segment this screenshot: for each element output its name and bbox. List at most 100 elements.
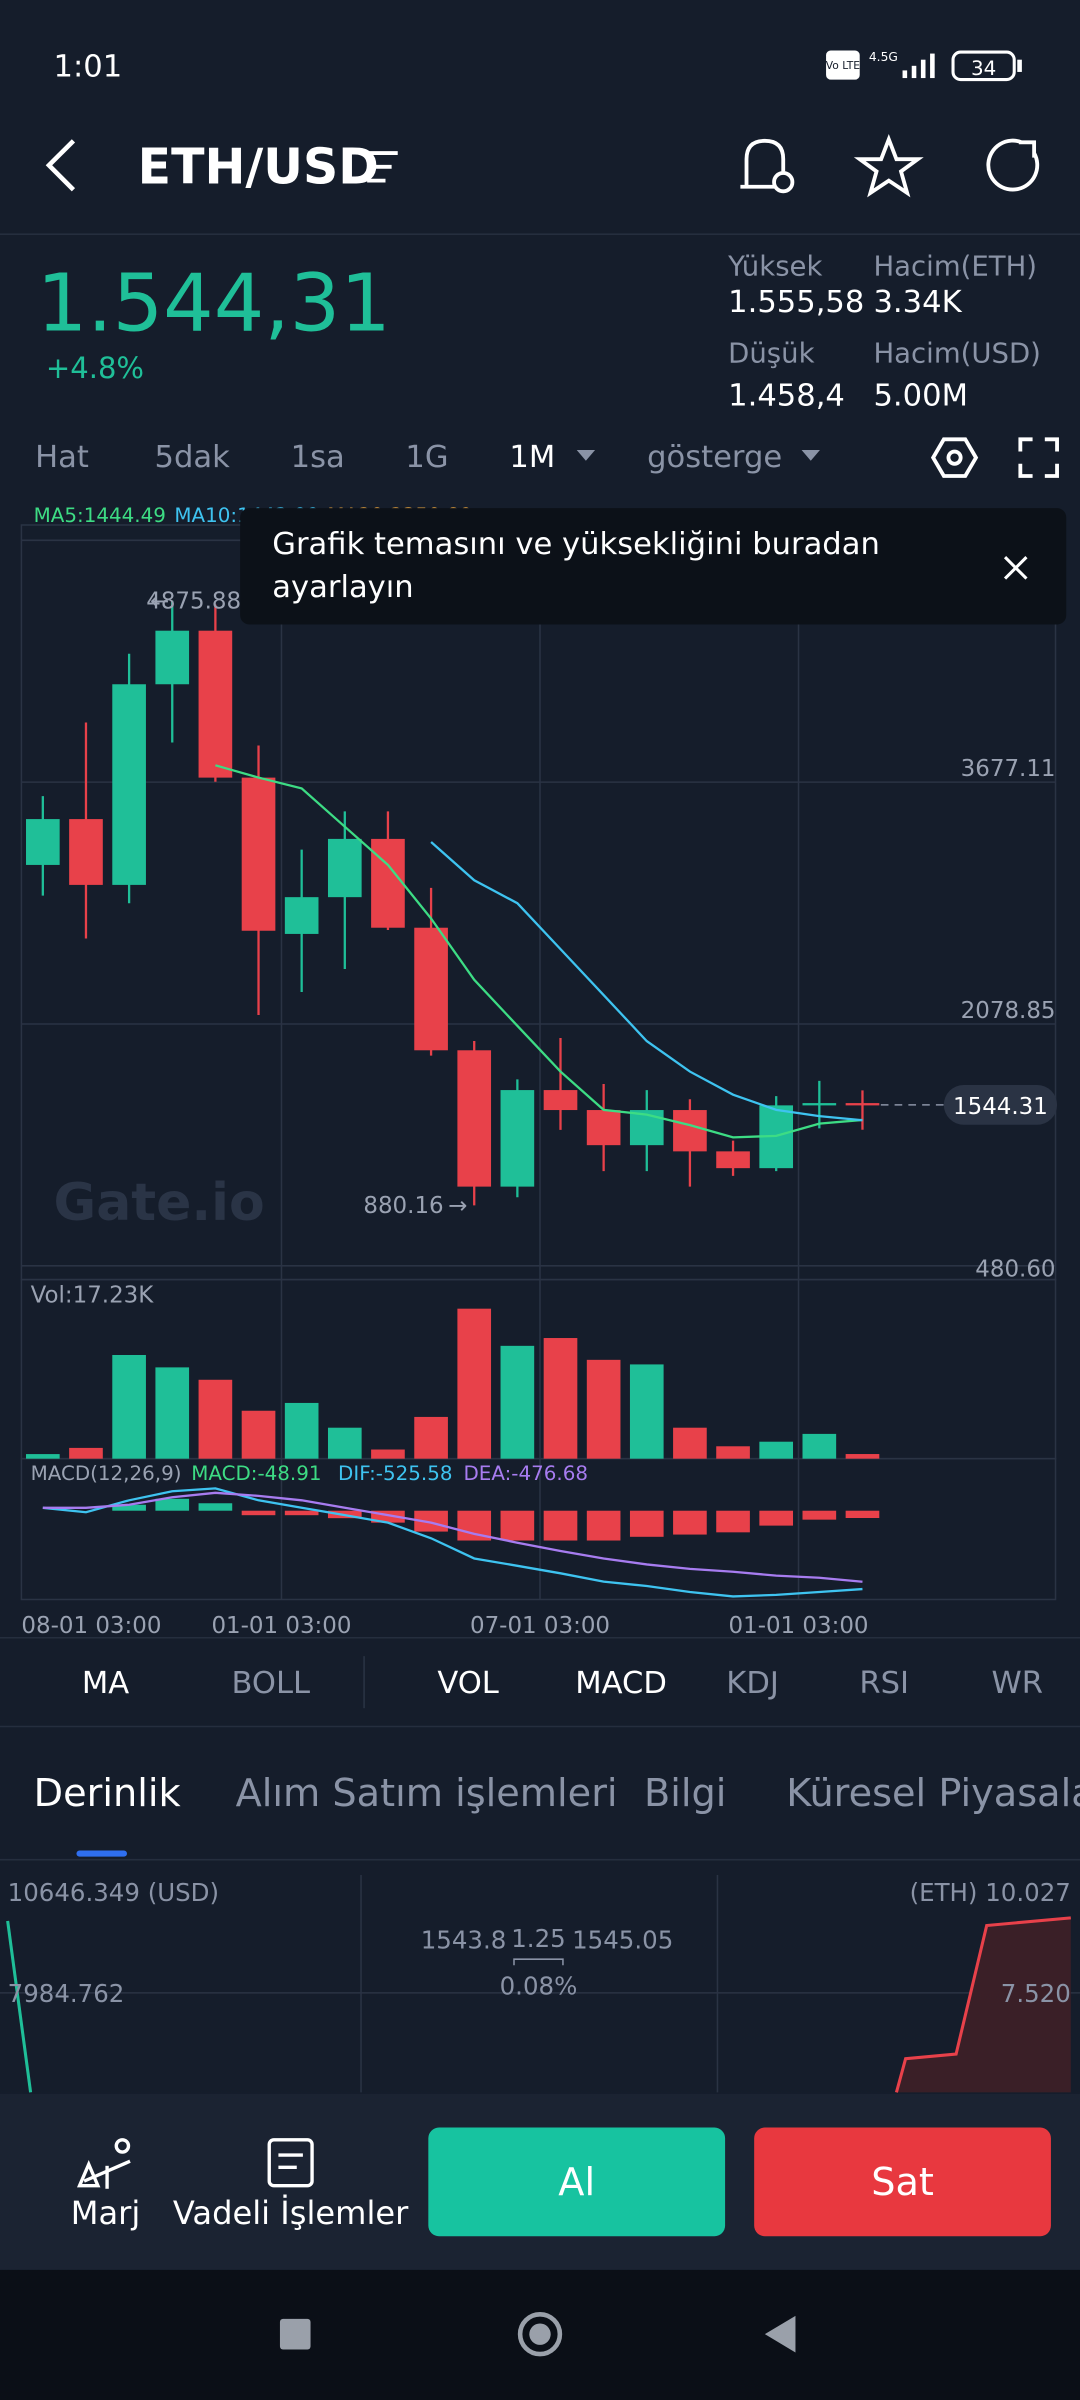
volume-bar <box>26 1454 60 1459</box>
timeframe-tab[interactable]: 5dak <box>155 440 231 475</box>
indicator-tab[interactable]: BOLL <box>231 1666 310 1701</box>
timeframe-tab[interactable]: 1G <box>405 440 448 475</box>
candle-body <box>845 1103 880 1106</box>
nav-recents[interactable] <box>279 2318 311 2350</box>
depth-bid-curve <box>6 1920 33 2093</box>
dropdown-caret <box>801 450 820 461</box>
candle-body <box>327 838 362 898</box>
pair-menu-icon[interactable] <box>367 151 398 183</box>
timeframe-tab[interactable]: Hat <box>35 440 89 475</box>
depth-label: 7.520 <box>1001 1979 1071 2008</box>
macd-bar <box>629 1510 664 1537</box>
indicator-tab[interactable]: WR <box>992 1666 1044 1701</box>
volte-text: Vo LTE <box>826 59 860 72</box>
stat-label: Hacim(ETH) <box>873 251 1037 283</box>
indicator-tab[interactable]: VOL <box>437 1666 499 1701</box>
macd-label: MACD:-48.91 <box>191 1462 321 1485</box>
futures-button[interactable]: Vadeli İşlemler <box>173 2194 409 2232</box>
section-tab-active[interactable]: Derinlik <box>34 1771 182 1816</box>
margin-icon[interactable] <box>76 2138 131 2189</box>
stat-value: 1.458,4 <box>728 379 845 414</box>
alert-icon[interactable] <box>740 138 795 194</box>
back-button[interactable] <box>45 139 76 192</box>
stat-value: 5.00M <box>873 379 967 414</box>
volume-bar <box>69 1447 103 1459</box>
buy-label[interactable]: Al <box>558 2160 595 2205</box>
candle-body <box>241 777 276 931</box>
indicator-menu[interactable]: gösterge <box>647 440 782 475</box>
battery-icon <box>951 50 1016 82</box>
depth-label: 7984.762 <box>8 1979 125 2008</box>
indicator-tab[interactable]: MA <box>82 1666 129 1701</box>
volume-bar <box>198 1379 233 1459</box>
candle-body <box>69 819 103 885</box>
favorite-button[interactable] <box>853 133 924 198</box>
timeframe-tab-active[interactable]: 1M <box>509 440 555 475</box>
tooltip-close[interactable] <box>1003 556 1028 580</box>
candle-body <box>543 1090 578 1111</box>
macd-bar <box>673 1510 707 1535</box>
y-tick-label: 480.60 <box>975 1257 1055 1283</box>
stat-label: Hacim(USD) <box>873 338 1040 370</box>
x-tick-label: 01-01 03:00 <box>729 1613 869 1639</box>
nav-back[interactable] <box>764 2315 796 2353</box>
timeframe-tab[interactable]: 1sa <box>291 440 345 475</box>
futures-icon[interactable] <box>267 2138 314 2188</box>
depth-spread-pct: 0.08% <box>500 1971 578 2000</box>
candle-body <box>629 1110 664 1146</box>
x-tick-label: 07-01 03:00 <box>470 1613 610 1639</box>
status-time: 1:01 <box>54 50 123 85</box>
depth-grid <box>0 1875 1080 2093</box>
macd-bar <box>198 1503 233 1511</box>
indicator-tab[interactable]: KDJ <box>726 1666 779 1701</box>
dea-line <box>42 1491 863 1583</box>
section-tab[interactable]: Bilgi <box>644 1771 726 1816</box>
volume-bar <box>284 1402 319 1459</box>
volume-bar <box>112 1354 146 1459</box>
candle-body <box>457 1050 492 1187</box>
indicator-tab[interactable]: RSI <box>859 1666 909 1701</box>
arrow: → <box>448 1193 467 1219</box>
fullscreen-button[interactable] <box>1018 437 1059 478</box>
macd-bar <box>759 1510 794 1526</box>
tooltip-text: Grafik temasını ve yüksekliğini buradan <box>272 527 880 562</box>
indicator-tab[interactable]: MACD <box>575 1666 667 1701</box>
chart-settings-button[interactable] <box>930 437 979 478</box>
refresh-button[interactable] <box>986 138 1040 192</box>
candle-body <box>112 684 146 885</box>
dropdown-caret <box>576 450 596 461</box>
stat-label: Düşük <box>728 338 814 370</box>
y-tick-label: 2078.85 <box>961 998 1056 1024</box>
section-tab[interactable]: Küresel Piyasalar <box>786 1771 1080 1816</box>
candle-body <box>155 630 190 685</box>
pair-title[interactable]: ETH/USD <box>138 139 379 196</box>
x-tick-label: 01-01 03:00 <box>211 1613 351 1639</box>
nav-home-dot <box>529 2323 551 2345</box>
buy-button[interactable] <box>428 2127 726 2237</box>
volume-bar <box>716 1446 750 1459</box>
candle-body <box>500 1090 535 1187</box>
macd-bar <box>586 1510 621 1541</box>
ma-line <box>430 841 863 1122</box>
battery-tip <box>1017 59 1022 72</box>
volume-bar <box>155 1367 190 1459</box>
last-price-tag <box>943 1084 1058 1125</box>
sell-label[interactable]: Sat <box>871 2160 934 2205</box>
price-change: +4.8% <box>46 351 144 385</box>
volume-bar <box>414 1416 448 1459</box>
margin-button[interactable]: Marj <box>71 2194 141 2232</box>
volume-bar <box>802 1433 837 1459</box>
candle-body <box>802 1103 837 1106</box>
macd-bar <box>543 1510 578 1541</box>
macd-bar <box>284 1510 319 1516</box>
nav-home[interactable] <box>517 2311 563 2357</box>
candle-body <box>414 927 448 1051</box>
macd-bar <box>845 1510 880 1519</box>
sell-button[interactable] <box>754 2127 1051 2237</box>
tooltip: Grafik temasını ve yüksekliğini buradan … <box>240 508 1067 625</box>
volume-bar <box>241 1410 276 1459</box>
section-tab[interactable]: Alım Satım işlemleri <box>236 1771 618 1816</box>
macd-bar <box>155 1498 190 1511</box>
chart-frame <box>20 524 1057 1601</box>
